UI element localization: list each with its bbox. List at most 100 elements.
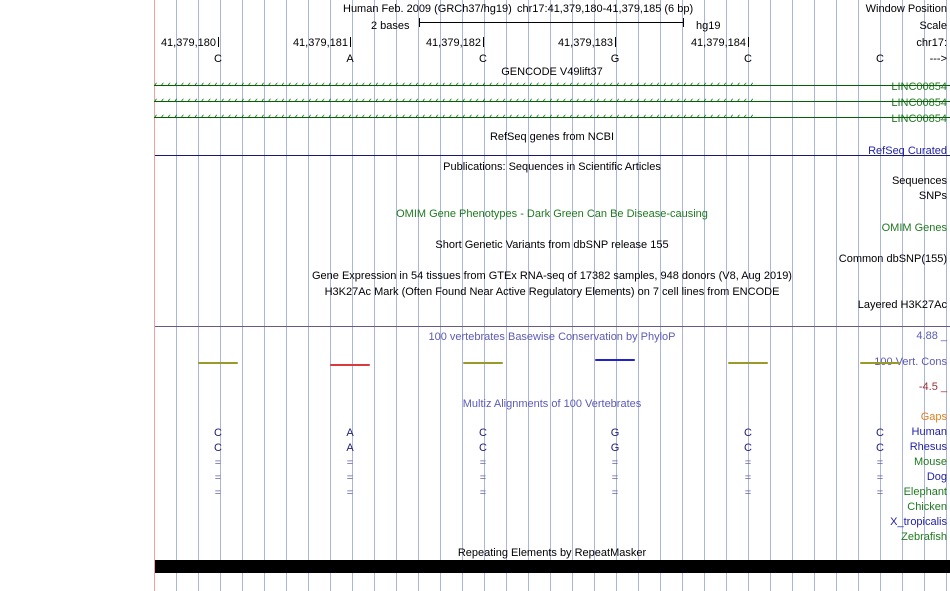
reference-base: C bbox=[214, 53, 222, 65]
conservation-bar bbox=[330, 364, 370, 366]
track-label-snps[interactable]: SNPs bbox=[918, 190, 947, 202]
multiz-gap: = bbox=[611, 472, 619, 484]
track-label-layered-h3k27ac[interactable]: Layered H3K27Ac bbox=[857, 299, 947, 311]
conservation-top-border bbox=[155, 326, 950, 327]
assembly-title: Human Feb. 2009 (GRCh37/hg19) bbox=[343, 3, 512, 15]
conservation-bar bbox=[198, 362, 238, 364]
conservation-bar bbox=[463, 362, 503, 364]
multiz-gap: = bbox=[744, 472, 752, 484]
track-title-gencode: GENCODE V49lift37 bbox=[501, 66, 603, 78]
multiz-gap: = bbox=[346, 457, 354, 469]
multiz-base: C bbox=[876, 442, 884, 454]
ruler-tick bbox=[483, 37, 484, 47]
conservation-max-value: 4.88 _ bbox=[916, 330, 947, 342]
gene-intron-line bbox=[154, 85, 950, 86]
species-label-rhesus[interactable]: Rhesus bbox=[909, 441, 947, 453]
species-label-elephant[interactable]: Elephant bbox=[903, 486, 947, 498]
multiz-gap: = bbox=[346, 487, 354, 499]
gene-label-linc00854-1[interactable]: LINC00854 bbox=[891, 81, 947, 93]
ruler-tick bbox=[615, 37, 616, 47]
multiz-gap: = bbox=[214, 487, 222, 499]
gene-label-linc00854-3[interactable]: LINC00854 bbox=[891, 113, 947, 125]
gene-strand-arrows: ‹‹‹‹‹‹‹‹‹‹‹‹‹‹‹‹‹‹‹‹‹‹‹‹‹‹‹‹‹‹‹‹‹‹‹‹‹‹‹‹… bbox=[154, 112, 757, 122]
scale-value: 2 bases bbox=[371, 20, 410, 32]
track-title-multiz: Multiz Alignments of 100 Vertebrates bbox=[462, 398, 642, 410]
multiz-gap: = bbox=[876, 472, 884, 484]
reference-base: C bbox=[744, 53, 752, 65]
track-label-100-vert-cons[interactable]: 100 Vert. Cons bbox=[874, 356, 947, 368]
repeatmasker-feature-bar[interactable] bbox=[155, 560, 950, 573]
multiz-base: C bbox=[479, 442, 487, 454]
assembly-db-label: hg19 bbox=[696, 20, 721, 32]
species-label-chicken[interactable]: Chicken bbox=[907, 501, 947, 513]
species-label-human[interactable]: Human bbox=[911, 426, 947, 438]
multiz-base: C bbox=[214, 442, 222, 454]
track-title-repeatmasker: Repeating Elements by RepeatMasker bbox=[457, 547, 647, 559]
multiz-gap: = bbox=[876, 457, 884, 469]
gene-row-2[interactable]: ‹‹‹‹‹‹‹‹‹‹‹‹‹‹‹‹‹‹‹‹‹‹‹‹‹‹‹‹‹‹‹‹‹‹‹‹‹‹‹‹… bbox=[154, 96, 950, 107]
gene-label-linc00854-2[interactable]: LINC00854 bbox=[891, 97, 947, 109]
multiz-gap: = bbox=[611, 487, 619, 499]
track-title-omim: OMIM Gene Phenotypes - Dark Green Can Be… bbox=[396, 208, 708, 220]
multiz-gap: = bbox=[479, 472, 487, 484]
data-area-left-edge bbox=[154, 0, 155, 591]
refseq-track-line bbox=[155, 155, 950, 156]
ruler-coordinate-label: 41,379,183 bbox=[557, 37, 613, 49]
ruler-tick bbox=[218, 37, 219, 47]
multiz-base: G bbox=[610, 442, 620, 454]
gene-intron-line bbox=[154, 117, 950, 118]
ruler-coordinate-label: 41,379,181 bbox=[292, 37, 348, 49]
reference-base: G bbox=[610, 53, 620, 65]
multiz-base: C bbox=[876, 427, 884, 439]
gene-row-1[interactable]: ‹‹‹‹‹‹‹‹‹‹‹‹‹‹‹‹‹‹‹‹‹‹‹‹‹‹‹‹‹‹‹‹‹‹‹‹‹‹‹‹… bbox=[154, 80, 950, 91]
chromosome-label: chr17: bbox=[916, 37, 947, 49]
multiz-gap: = bbox=[611, 457, 619, 469]
multiz-gap: = bbox=[744, 457, 752, 469]
multiz-gap: = bbox=[214, 472, 222, 484]
multiz-gap: = bbox=[876, 487, 884, 499]
gene-intron-line bbox=[154, 101, 950, 102]
multiz-base: A bbox=[346, 442, 354, 454]
multiz-gap: = bbox=[479, 487, 487, 499]
ruler-tick bbox=[350, 37, 351, 47]
multiz-base: G bbox=[610, 427, 620, 439]
scale-bar bbox=[419, 18, 684, 27]
track-title-publications: Publications: Sequences in Scientific Ar… bbox=[443, 161, 661, 173]
multiz-base: C bbox=[214, 427, 222, 439]
reference-base: A bbox=[346, 53, 354, 65]
multiz-base: C bbox=[744, 427, 752, 439]
gene-row-3[interactable]: ‹‹‹‹‹‹‹‹‹‹‹‹‹‹‹‹‹‹‹‹‹‹‹‹‹‹‹‹‹‹‹‹‹‹‹‹‹‹‹‹… bbox=[154, 112, 950, 123]
ruler-coordinate-label: 41,379,180 bbox=[160, 37, 216, 49]
conservation-bar bbox=[728, 362, 768, 364]
ruler-tick bbox=[748, 37, 749, 47]
conservation-plot[interactable] bbox=[154, 326, 950, 394]
track-label-common-dbsnp[interactable]: Common dbSNP(155) bbox=[838, 253, 947, 265]
track-title-h3k27ac: H3K27Ac Mark (Often Found Near Active Re… bbox=[324, 286, 780, 298]
conservation-bar bbox=[860, 362, 900, 364]
gene-strand-arrows: ‹‹‹‹‹‹‹‹‹‹‹‹‹‹‹‹‹‹‹‹‹‹‹‹‹‹‹‹‹‹‹‹‹‹‹‹‹‹‹‹… bbox=[154, 80, 757, 90]
scale-label: Scale bbox=[919, 20, 947, 32]
track-title-refseq: RefSeq genes from NCBI bbox=[489, 131, 615, 143]
species-label-mouse[interactable]: Mouse bbox=[913, 456, 947, 468]
track-label-gaps[interactable]: Gaps bbox=[920, 411, 947, 423]
species-label-x_tropicalis[interactable]: X_tropicalis bbox=[890, 516, 947, 528]
window-position-label: Window Position bbox=[865, 3, 947, 15]
track-label-refseq-curated[interactable]: RefSeq Curated bbox=[868, 145, 947, 157]
strand-arrow-label: ---> bbox=[929, 53, 947, 65]
ruler-coordinate-label: 41,379,182 bbox=[425, 37, 481, 49]
multiz-gap: = bbox=[346, 472, 354, 484]
track-title-gtex: Gene Expression in 54 tissues from GTEx … bbox=[312, 270, 792, 282]
track-label-sequences[interactable]: Sequences bbox=[891, 175, 947, 187]
track-title-dbsnp: Short Genetic Variants from dbSNP releas… bbox=[435, 239, 669, 251]
species-label-dog[interactable]: Dog bbox=[926, 471, 947, 483]
species-label-zebrafish[interactable]: Zebrafish bbox=[901, 531, 947, 543]
position-text[interactable]: chr17:41,379,180-41,379,185 (6 bp) bbox=[517, 3, 694, 15]
multiz-base: C bbox=[479, 427, 487, 439]
conservation-min-value: -4.5 _ bbox=[918, 381, 947, 393]
track-label-omim-genes[interactable]: OMIM Genes bbox=[881, 222, 947, 234]
gene-strand-arrows: ‹‹‹‹‹‹‹‹‹‹‹‹‹‹‹‹‹‹‹‹‹‹‹‹‹‹‹‹‹‹‹‹‹‹‹‹‹‹‹‹… bbox=[154, 96, 757, 106]
reference-base: C bbox=[876, 53, 884, 65]
track-title-conservation: 100 vertebrates Basewise Conservation by… bbox=[428, 331, 676, 343]
multiz-gap: = bbox=[214, 457, 222, 469]
